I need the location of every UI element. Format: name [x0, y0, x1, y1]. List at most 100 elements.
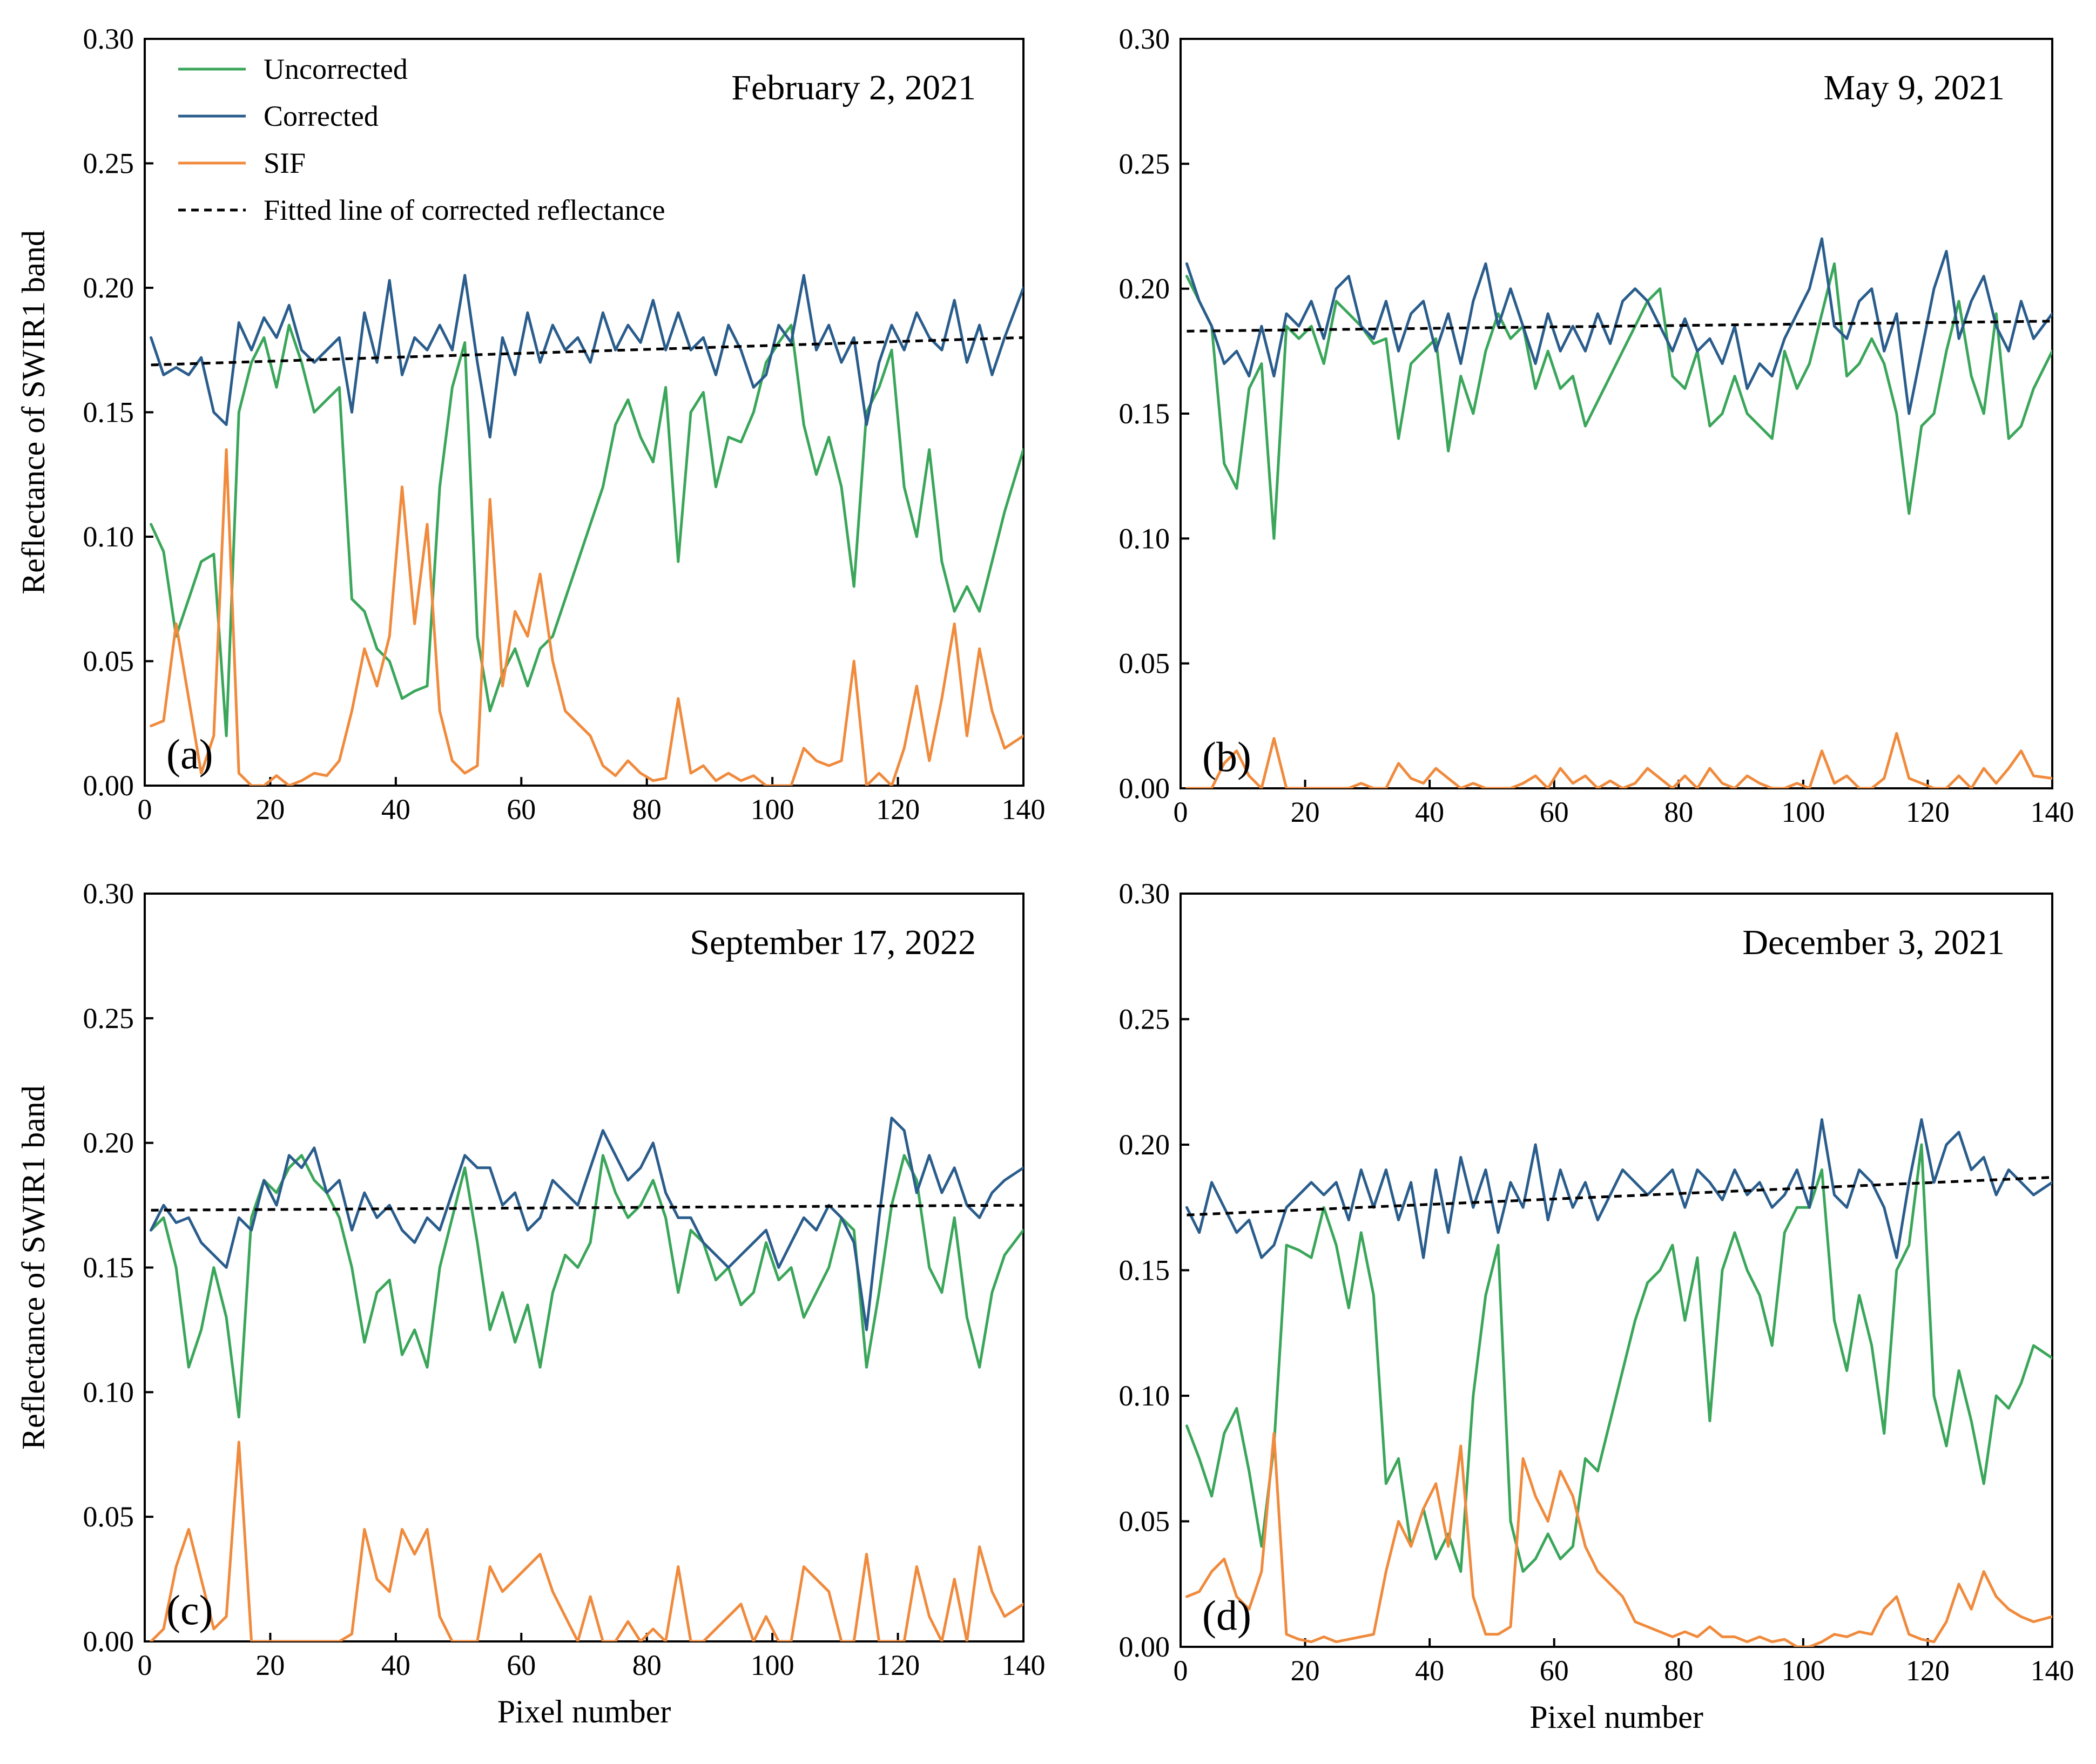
- x-tick-label: 20: [255, 793, 285, 826]
- legend-label-fit: Fitted line of corrected reflectance: [264, 194, 665, 226]
- panel-d: 0 20 40 60 80 100 120 140 0.00 0.05 0.10 0.15 0.20 0.…: [1119, 877, 2074, 1735]
- series-line-corrected: [1185, 1118, 2052, 1259]
- x-tick-label: 120: [876, 793, 920, 826]
- x-tick-label: 40: [1415, 1654, 1444, 1687]
- x-tick-label: 20: [1291, 796, 1320, 828]
- y-tick-label: 0.10: [1119, 1380, 1170, 1412]
- y-tick-label: 0.15: [83, 396, 134, 429]
- y-tick-label: 0.15: [1119, 1254, 1170, 1287]
- series-group: [150, 1117, 1023, 1641]
- y-tick-label: 0.15: [1119, 397, 1170, 430]
- x-axis-title: Pixel number: [497, 1694, 671, 1729]
- x-tick-label: 40: [1415, 796, 1444, 828]
- x-tick-label: 140: [2031, 1654, 2074, 1687]
- x-tick-label: 100: [1781, 1654, 1825, 1687]
- x-tick-label: 0: [1174, 1654, 1188, 1687]
- y-tick-label: 0.25: [83, 147, 134, 180]
- x-tick-label: 60: [1540, 1654, 1569, 1687]
- y-tick-label: 0.05: [83, 1501, 134, 1533]
- x-tick-label: 100: [751, 793, 794, 826]
- x-tick-label: 140: [1002, 1649, 1046, 1681]
- y-tick-label: 0.25: [1119, 147, 1170, 180]
- x-tick-label: 0: [138, 793, 152, 826]
- x-axis-title: Pixel number: [1529, 1699, 1703, 1735]
- x-tick-label: 20: [255, 1649, 285, 1681]
- panel-label: (d): [1202, 1592, 1251, 1639]
- panel-label: (c): [166, 1586, 213, 1633]
- series-line-sif: [150, 1441, 1023, 1641]
- x-tick-label: 60: [507, 1649, 536, 1681]
- legend-label-corrected: Corrected: [264, 100, 379, 132]
- y-tick-label: 0.20: [1119, 1128, 1170, 1161]
- y-axis-title: Reflectance of SWIR1 band: [16, 230, 51, 594]
- panel-c: 0 20 40 60 80 100 120 140 0.00 0.05 0.10 0.15 0.20 0.…: [16, 877, 1046, 1729]
- x-tick-label: 60: [507, 793, 536, 826]
- series-group: [1185, 237, 2052, 788]
- x-tick-label: 20: [1291, 1654, 1320, 1687]
- legend: Uncorrected Corrected SIF Fitted line of co…: [178, 53, 665, 226]
- y-tick-label: 0.30: [1119, 877, 1170, 910]
- date-label: May 9, 2021: [1824, 68, 2005, 107]
- date-label: December 3, 2021: [1742, 923, 2005, 962]
- x-tick-label: 60: [1540, 796, 1569, 828]
- x-tick-label: 80: [632, 1649, 662, 1681]
- y-tick-label: 0.05: [83, 645, 134, 678]
- series-line-sif: [150, 448, 1023, 786]
- x-tick-label: 140: [1002, 793, 1046, 826]
- y-tick-label: 0.05: [1119, 647, 1170, 680]
- panel-label: (a): [166, 731, 213, 778]
- panel-a: 0 20 40 60 80 100 120 140 0.00 0.05 0.10 0.15 0.20 0.…: [16, 23, 1046, 826]
- y-tick-label: 0.25: [1119, 1003, 1170, 1036]
- x-tick-label: 40: [381, 1649, 410, 1681]
- fitted-line: [1187, 1175, 2052, 1216]
- fitted-line: [1187, 320, 2052, 333]
- y-tick-label: 0.10: [1119, 522, 1170, 555]
- legend-label-uncorrected: Uncorrected: [264, 53, 408, 85]
- y-tick-label: 0.20: [83, 1127, 134, 1159]
- x-tick-label: 0: [138, 1649, 152, 1681]
- y-tick-label: 0.20: [83, 272, 134, 304]
- y-tick-label: 0.20: [1119, 273, 1170, 305]
- y-tick-label: 0.00: [1119, 772, 1170, 805]
- y-tick-label: 0.00: [1119, 1631, 1170, 1663]
- x-tick-label: 80: [1664, 1654, 1693, 1687]
- y-axis-title: Reflectance of SWIR1 band: [16, 1085, 51, 1450]
- y-tick-label: 0.15: [83, 1252, 134, 1284]
- x-tick-label: 120: [876, 1649, 920, 1681]
- x-tick-label: 120: [1906, 1654, 1950, 1687]
- series-line-corrected: [1185, 237, 2052, 415]
- fitted-line: [151, 336, 1023, 367]
- date-label: September 17, 2022: [690, 923, 976, 962]
- x-tick-label: 100: [751, 1649, 794, 1681]
- x-tick-label: 40: [381, 793, 410, 826]
- x-tick-label: 140: [2031, 796, 2074, 828]
- date-label: February 2, 2021: [731, 68, 976, 107]
- x-tick-label: 0: [1174, 796, 1188, 828]
- legend-label-sif: SIF: [264, 147, 306, 179]
- y-tick-label: 0.30: [1119, 23, 1170, 55]
- fitted-line: [151, 1204, 1023, 1212]
- series-line-corrected: [150, 1117, 1023, 1332]
- series-line-uncorrected: [1185, 1143, 2052, 1573]
- series-group: [1185, 1118, 2052, 1647]
- y-tick-label: 0.05: [1119, 1505, 1170, 1538]
- panel-b: 0 20 40 60 80 100 120 140 0.00 0.05 0.10 0.15 0.20 0.…: [1119, 23, 2074, 828]
- panel-label: (b): [1202, 733, 1251, 780]
- y-tick-label: 0.00: [83, 1625, 134, 1658]
- series-line-sif: [1185, 1432, 2052, 1647]
- y-tick-label: 0.30: [83, 877, 134, 910]
- y-tick-label: 0.25: [83, 1002, 134, 1035]
- y-tick-label: 0.10: [83, 521, 134, 553]
- y-tick-label: 0.30: [83, 23, 134, 55]
- x-tick-label: 80: [1664, 796, 1693, 828]
- y-tick-label: 0.10: [83, 1376, 134, 1408]
- x-tick-label: 100: [1781, 796, 1825, 828]
- series-group: [150, 274, 1023, 786]
- x-tick-label: 80: [632, 793, 662, 826]
- series-line-uncorrected: [1185, 262, 2052, 540]
- y-tick-label: 0.00: [83, 769, 134, 802]
- x-tick-label: 120: [1906, 796, 1950, 828]
- series-line-sif: [1185, 732, 2052, 788]
